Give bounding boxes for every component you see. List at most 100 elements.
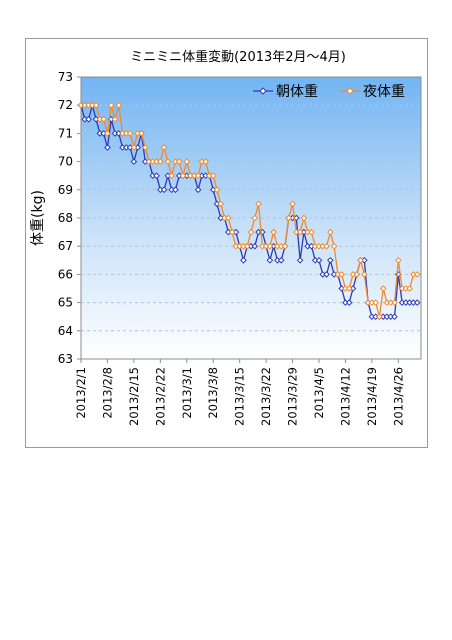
data-point bbox=[285, 214, 293, 222]
data-point bbox=[138, 130, 145, 137]
data-point bbox=[413, 299, 421, 306]
data-point bbox=[130, 144, 138, 151]
data-point bbox=[266, 256, 274, 264]
data-point bbox=[240, 256, 247, 264]
x-tick-label: 2013/2/15 bbox=[127, 367, 141, 426]
data-point bbox=[266, 242, 274, 250]
data-point bbox=[141, 144, 149, 151]
y-tick-label: 67 bbox=[58, 239, 73, 253]
data-point bbox=[213, 186, 221, 194]
data-point bbox=[225, 214, 232, 222]
data-point bbox=[327, 228, 334, 236]
data-point bbox=[104, 130, 111, 137]
x-tick-label: 2013/3/29 bbox=[286, 367, 300, 426]
data-point bbox=[277, 256, 285, 264]
chart-frame: ミニミニ体重変動(2013年2月～4月) 63 64 65 66 67 68 69 70 71 7… bbox=[25, 38, 428, 448]
x-tick-label: 2013/3/15 bbox=[233, 367, 247, 426]
y-tick-label: 71 bbox=[58, 126, 73, 140]
legend-marker bbox=[346, 87, 354, 95]
y-axis-label: 体重(kg) bbox=[30, 190, 46, 246]
x-tick-label: 2013/2/22 bbox=[153, 367, 167, 426]
data-point bbox=[202, 158, 209, 165]
data-point bbox=[172, 186, 179, 194]
y-tick-label: 72 bbox=[58, 98, 73, 112]
data-point bbox=[391, 299, 398, 306]
data-point bbox=[164, 158, 172, 165]
legend-marker bbox=[259, 87, 267, 95]
data-point bbox=[323, 242, 330, 250]
data-point bbox=[183, 158, 191, 165]
data-point bbox=[111, 115, 119, 123]
data-point bbox=[92, 101, 100, 109]
data-point bbox=[115, 101, 123, 109]
data-point bbox=[160, 144, 168, 151]
y-tick-label: 69 bbox=[58, 183, 73, 197]
y-tick-label: 66 bbox=[58, 267, 73, 281]
x-tick-label: 2013/4/12 bbox=[338, 367, 352, 426]
data-point bbox=[228, 228, 236, 236]
data-point bbox=[179, 172, 187, 180]
data-point bbox=[296, 228, 304, 236]
data-point bbox=[251, 214, 259, 222]
data-point bbox=[270, 228, 277, 236]
legend-label: 夜体重 bbox=[363, 84, 405, 100]
data-point bbox=[175, 158, 183, 165]
y-tick-label: 64 bbox=[58, 324, 73, 338]
x-tick-label: 2013/4/5 bbox=[312, 367, 326, 419]
x-tick-label: 2013/4/19 bbox=[365, 367, 379, 426]
weight-chart: ミニミニ体重変動(2013年2月～4月) 63 64 65 66 67 68 69 70 71 7… bbox=[30, 49, 422, 426]
chart-title: ミニミニ体重変動(2013年2月～4月) bbox=[130, 49, 346, 65]
data-point bbox=[126, 130, 134, 137]
x-tick-label: 2013/3/8 bbox=[206, 367, 220, 419]
y-tick-label: 70 bbox=[58, 155, 73, 169]
data-point bbox=[353, 271, 361, 278]
data-point bbox=[289, 200, 296, 208]
legend-label: 朝体重 bbox=[276, 84, 318, 100]
data-point bbox=[168, 172, 175, 180]
data-point bbox=[376, 313, 383, 321]
data-point bbox=[243, 242, 251, 250]
data-point bbox=[345, 299, 353, 306]
y-tick-label: 68 bbox=[58, 211, 73, 225]
data-point bbox=[372, 299, 379, 306]
data-point bbox=[315, 256, 323, 264]
data-point bbox=[194, 172, 202, 180]
y-tick-label: 63 bbox=[58, 352, 73, 366]
x-tick-label: 2013/3/22 bbox=[259, 367, 273, 426]
data-point bbox=[379, 285, 387, 292]
data-point bbox=[395, 256, 402, 264]
y-tick-label: 73 bbox=[58, 70, 73, 84]
data-point bbox=[160, 186, 168, 194]
data-point bbox=[209, 172, 217, 180]
data-point bbox=[255, 200, 262, 208]
series-2 bbox=[77, 101, 421, 321]
data-point bbox=[323, 271, 330, 278]
data-point bbox=[104, 144, 111, 151]
data-point bbox=[157, 158, 164, 165]
y-tick-label: 65 bbox=[58, 296, 73, 310]
x-tick-label: 2013/3/1 bbox=[180, 367, 194, 419]
data-point bbox=[194, 186, 202, 194]
data-point bbox=[281, 242, 289, 250]
data-point bbox=[406, 285, 413, 292]
x-tick-label: 2013/4/26 bbox=[391, 367, 405, 426]
data-point bbox=[217, 200, 225, 208]
data-point bbox=[296, 256, 304, 264]
x-tick-label: 2013/2/8 bbox=[100, 367, 114, 419]
data-point bbox=[345, 285, 353, 292]
data-point bbox=[357, 256, 364, 264]
data-point bbox=[308, 228, 315, 236]
data-point bbox=[251, 242, 259, 250]
data-point bbox=[85, 115, 92, 123]
data-point bbox=[130, 158, 138, 165]
data-point bbox=[413, 271, 421, 278]
data-point bbox=[153, 172, 160, 180]
data-point bbox=[247, 228, 255, 236]
legend: 朝体重 夜体重 bbox=[253, 84, 405, 100]
x-tick-label: 2013/2/1 bbox=[74, 367, 88, 419]
data-point bbox=[100, 115, 107, 123]
data-point bbox=[338, 271, 345, 278]
data-point bbox=[327, 256, 334, 264]
data-point bbox=[107, 101, 115, 109]
data-point bbox=[330, 242, 338, 250]
